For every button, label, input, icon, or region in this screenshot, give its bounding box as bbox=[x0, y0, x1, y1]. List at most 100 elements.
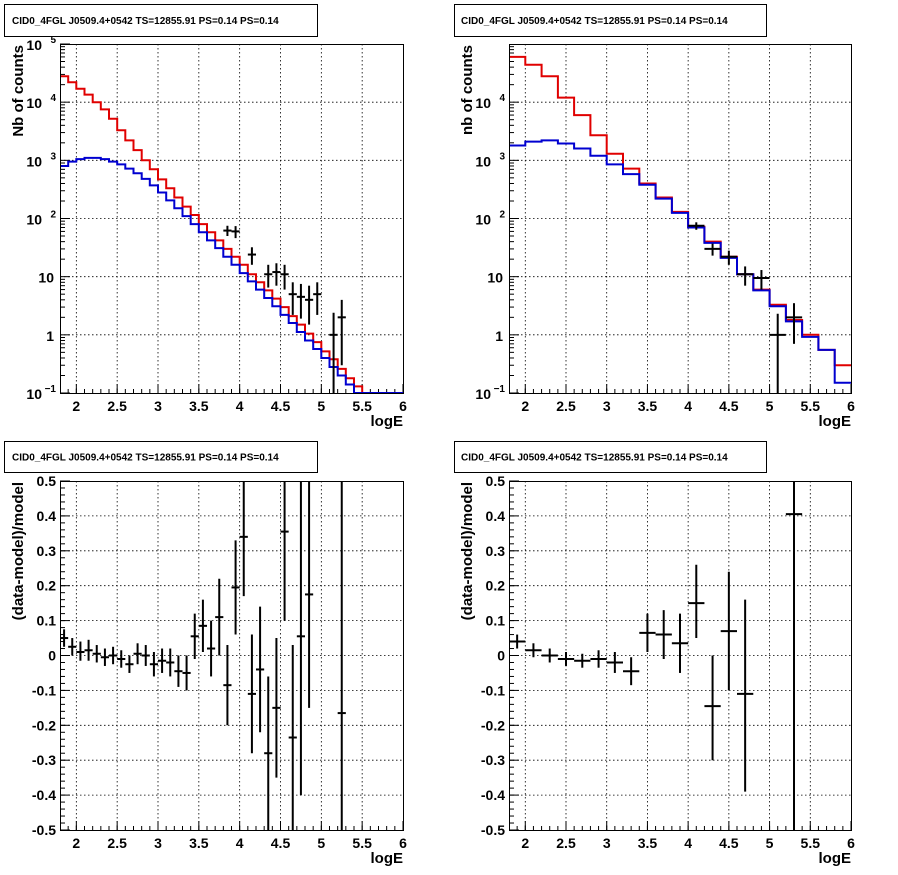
data-point bbox=[207, 620, 216, 677]
data-point bbox=[182, 655, 191, 691]
y-tick-label: -0.5 bbox=[32, 822, 56, 838]
y-tick-label: 0.3 bbox=[486, 543, 506, 559]
data-point bbox=[688, 222, 705, 230]
x-tick-label: 5 bbox=[766, 835, 774, 851]
y-axis-label: (data-model)/model bbox=[459, 482, 476, 620]
data-point bbox=[166, 648, 175, 677]
x-tick-label: 5 bbox=[317, 835, 325, 851]
x-tick-label: 2 bbox=[72, 398, 80, 414]
x-tick-label: 3.5 bbox=[638, 835, 658, 851]
data-point bbox=[671, 613, 689, 673]
data-point bbox=[198, 599, 207, 653]
x-tick-label: 5 bbox=[317, 398, 325, 414]
x-tick-label: 3 bbox=[603, 835, 611, 851]
y-axis-label: Nb of counts bbox=[10, 45, 27, 137]
y-tick-label: 0.1 bbox=[486, 613, 506, 629]
y-tick-exponent: −1 bbox=[494, 384, 506, 395]
data-point bbox=[174, 655, 183, 687]
x-tick-label: 4 bbox=[684, 398, 692, 414]
y-tick-exponent: 4 bbox=[499, 93, 505, 104]
data-point bbox=[313, 282, 322, 315]
y-tick-label: -0.3 bbox=[481, 752, 505, 768]
title-box bbox=[454, 441, 767, 473]
y-tick-label: -0.2 bbox=[32, 717, 56, 733]
data-point bbox=[720, 250, 737, 265]
y-axis-label: nb of counts bbox=[459, 45, 476, 135]
data-point bbox=[288, 645, 297, 830]
x-tick-label: 5.5 bbox=[801, 835, 821, 851]
x-axis-label: logE bbox=[371, 413, 404, 430]
data-point bbox=[76, 641, 85, 661]
y-tick-label: 10 bbox=[475, 95, 491, 111]
chart-title: CID0_4FGL J0509.4+0542 TS=12855.91 PS=0.… bbox=[461, 453, 728, 464]
x-tick-label: 5.5 bbox=[801, 398, 821, 414]
data-point bbox=[288, 282, 297, 315]
y-tick-label: 0.3 bbox=[37, 543, 57, 559]
x-tick-label: 2 bbox=[521, 398, 529, 414]
x-tick-label: 6 bbox=[399, 835, 407, 851]
y-axis-label: (data-model)/model bbox=[10, 482, 27, 620]
x-tick-label: 2.5 bbox=[556, 835, 576, 851]
model-histogram-2 bbox=[509, 139, 851, 384]
x-tick-label: 4 bbox=[236, 835, 244, 851]
data-point bbox=[149, 652, 158, 677]
x-tick-label: 2.5 bbox=[107, 835, 127, 851]
data-point bbox=[117, 650, 126, 668]
y-tick-label: -0.5 bbox=[481, 822, 505, 838]
y-tick-label: -0.4 bbox=[32, 787, 56, 803]
data-point bbox=[753, 270, 770, 290]
x-tick-label: 2.5 bbox=[107, 398, 127, 414]
data-point bbox=[141, 645, 150, 666]
data-point bbox=[231, 226, 240, 239]
x-tick-label: 3.5 bbox=[189, 398, 209, 414]
data-point bbox=[525, 643, 542, 658]
data-point bbox=[509, 634, 526, 649]
data-point bbox=[704, 243, 721, 256]
data-point bbox=[541, 648, 558, 663]
x-tick-label: 3.5 bbox=[638, 398, 658, 414]
data-point bbox=[557, 652, 575, 666]
x-axis-label: logE bbox=[371, 850, 404, 867]
x-tick-label: 2.5 bbox=[556, 398, 576, 414]
y-tick-label: 1 bbox=[46, 328, 54, 344]
data-point bbox=[125, 655, 134, 673]
y-tick-label: 10 bbox=[475, 386, 491, 402]
x-tick-label: 4.5 bbox=[271, 835, 291, 851]
x-tick-label: 4.5 bbox=[271, 398, 291, 414]
data-point bbox=[247, 247, 256, 265]
chart-title: CID0_4FGL J0509.4+0542 TS=12855.91 PS=0.… bbox=[12, 453, 279, 464]
data-point bbox=[305, 285, 314, 325]
x-tick-label: 4 bbox=[684, 835, 692, 851]
y-tick-exponent: 2 bbox=[499, 210, 505, 221]
title-box bbox=[4, 441, 318, 473]
y-tick-label: -0.1 bbox=[481, 682, 505, 698]
x-axis-label: logE bbox=[819, 850, 852, 867]
data-point bbox=[133, 643, 142, 665]
data-point bbox=[655, 610, 672, 659]
x-tick-label: 3 bbox=[603, 398, 611, 414]
model-histogram-1 bbox=[509, 55, 851, 367]
data-point bbox=[223, 645, 232, 726]
data-point bbox=[737, 599, 754, 792]
plot-frame bbox=[60, 481, 404, 831]
data-point bbox=[68, 638, 77, 656]
data-point bbox=[60, 629, 69, 647]
x-tick-label: 2 bbox=[521, 835, 529, 851]
y-tick-label: 0 bbox=[48, 648, 56, 664]
chart-panel-1: CID0_4FGL J0509.4+0542 TS=12855.91 PS=0.… bbox=[4, 4, 407, 430]
data-point bbox=[190, 613, 199, 659]
y-tick-label: 10 bbox=[26, 37, 42, 53]
y-tick-label: 0.2 bbox=[37, 578, 57, 594]
x-tick-label: 3 bbox=[154, 398, 162, 414]
y-tick-label: 10 bbox=[26, 95, 42, 111]
data-point bbox=[264, 676, 273, 830]
y-tick-label: 10 bbox=[26, 153, 42, 169]
data-point bbox=[84, 639, 93, 661]
x-tick-label: 4 bbox=[236, 398, 244, 414]
x-tick-label: 3.5 bbox=[189, 835, 209, 851]
data-point bbox=[785, 481, 803, 830]
y-tick-label: 10 bbox=[475, 153, 491, 169]
x-tick-label: 5.5 bbox=[352, 398, 372, 414]
model-histogram-1 bbox=[60, 75, 403, 394]
